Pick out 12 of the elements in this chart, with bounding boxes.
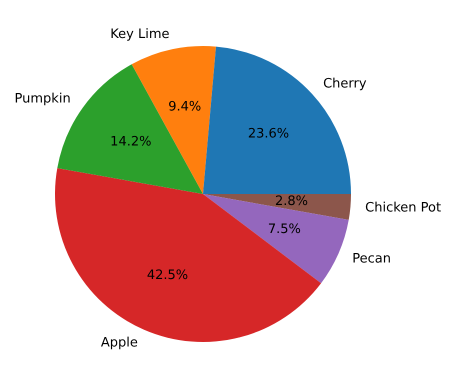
slice-label: Pecan <box>352 252 391 266</box>
slice-label: Key Lime <box>110 27 170 42</box>
slice-label: Pumpkin <box>14 92 71 107</box>
data-label: 42.5% <box>146 268 188 283</box>
data-label: 7.5% <box>268 222 301 237</box>
slice-label: Chicken Pot <box>365 200 442 216</box>
data-label: 14.2% <box>110 134 152 150</box>
data-label: 23.6% <box>248 126 290 142</box>
data-label: 2.8% <box>274 194 308 210</box>
data-label: 9.4% <box>168 99 202 114</box>
slice-label: Apple <box>100 336 138 351</box>
slice-label: Cherry <box>323 76 367 92</box>
